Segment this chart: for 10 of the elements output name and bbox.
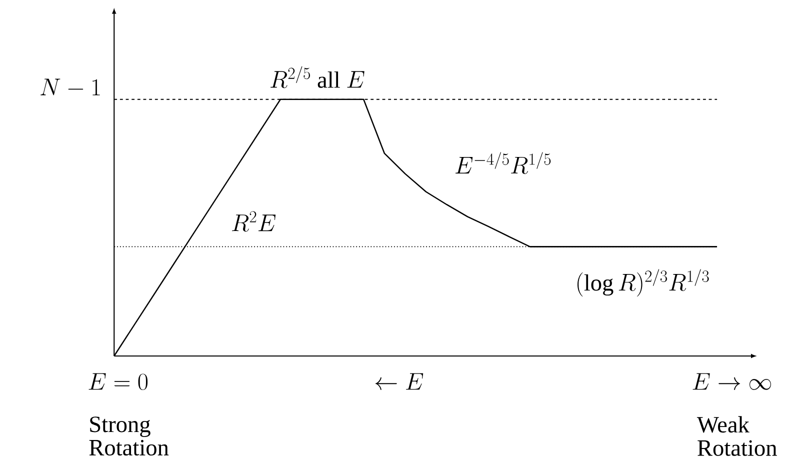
text: $E\to\infty$ (692, 373, 771, 390)
text: $\leftarrow E$ (375, 373, 424, 390)
annotation: $E^{-4/5}R^{1/5}$ (456, 152, 551, 174)
text: Weak Rotation (696, 416, 777, 456)
text: $R^{2/5}\ \mathrm{all}\ E$ (270, 66, 364, 88)
text: Strong Rotation (89, 416, 169, 456)
text: $E=0$ (88, 373, 148, 390)
ref-line-label: $N-1$ (40, 78, 100, 96)
annotation: $R^2E$ (232, 211, 276, 232)
annotation: $(\log R)^{2/3}R^{1/3}$ (578, 269, 709, 296)
